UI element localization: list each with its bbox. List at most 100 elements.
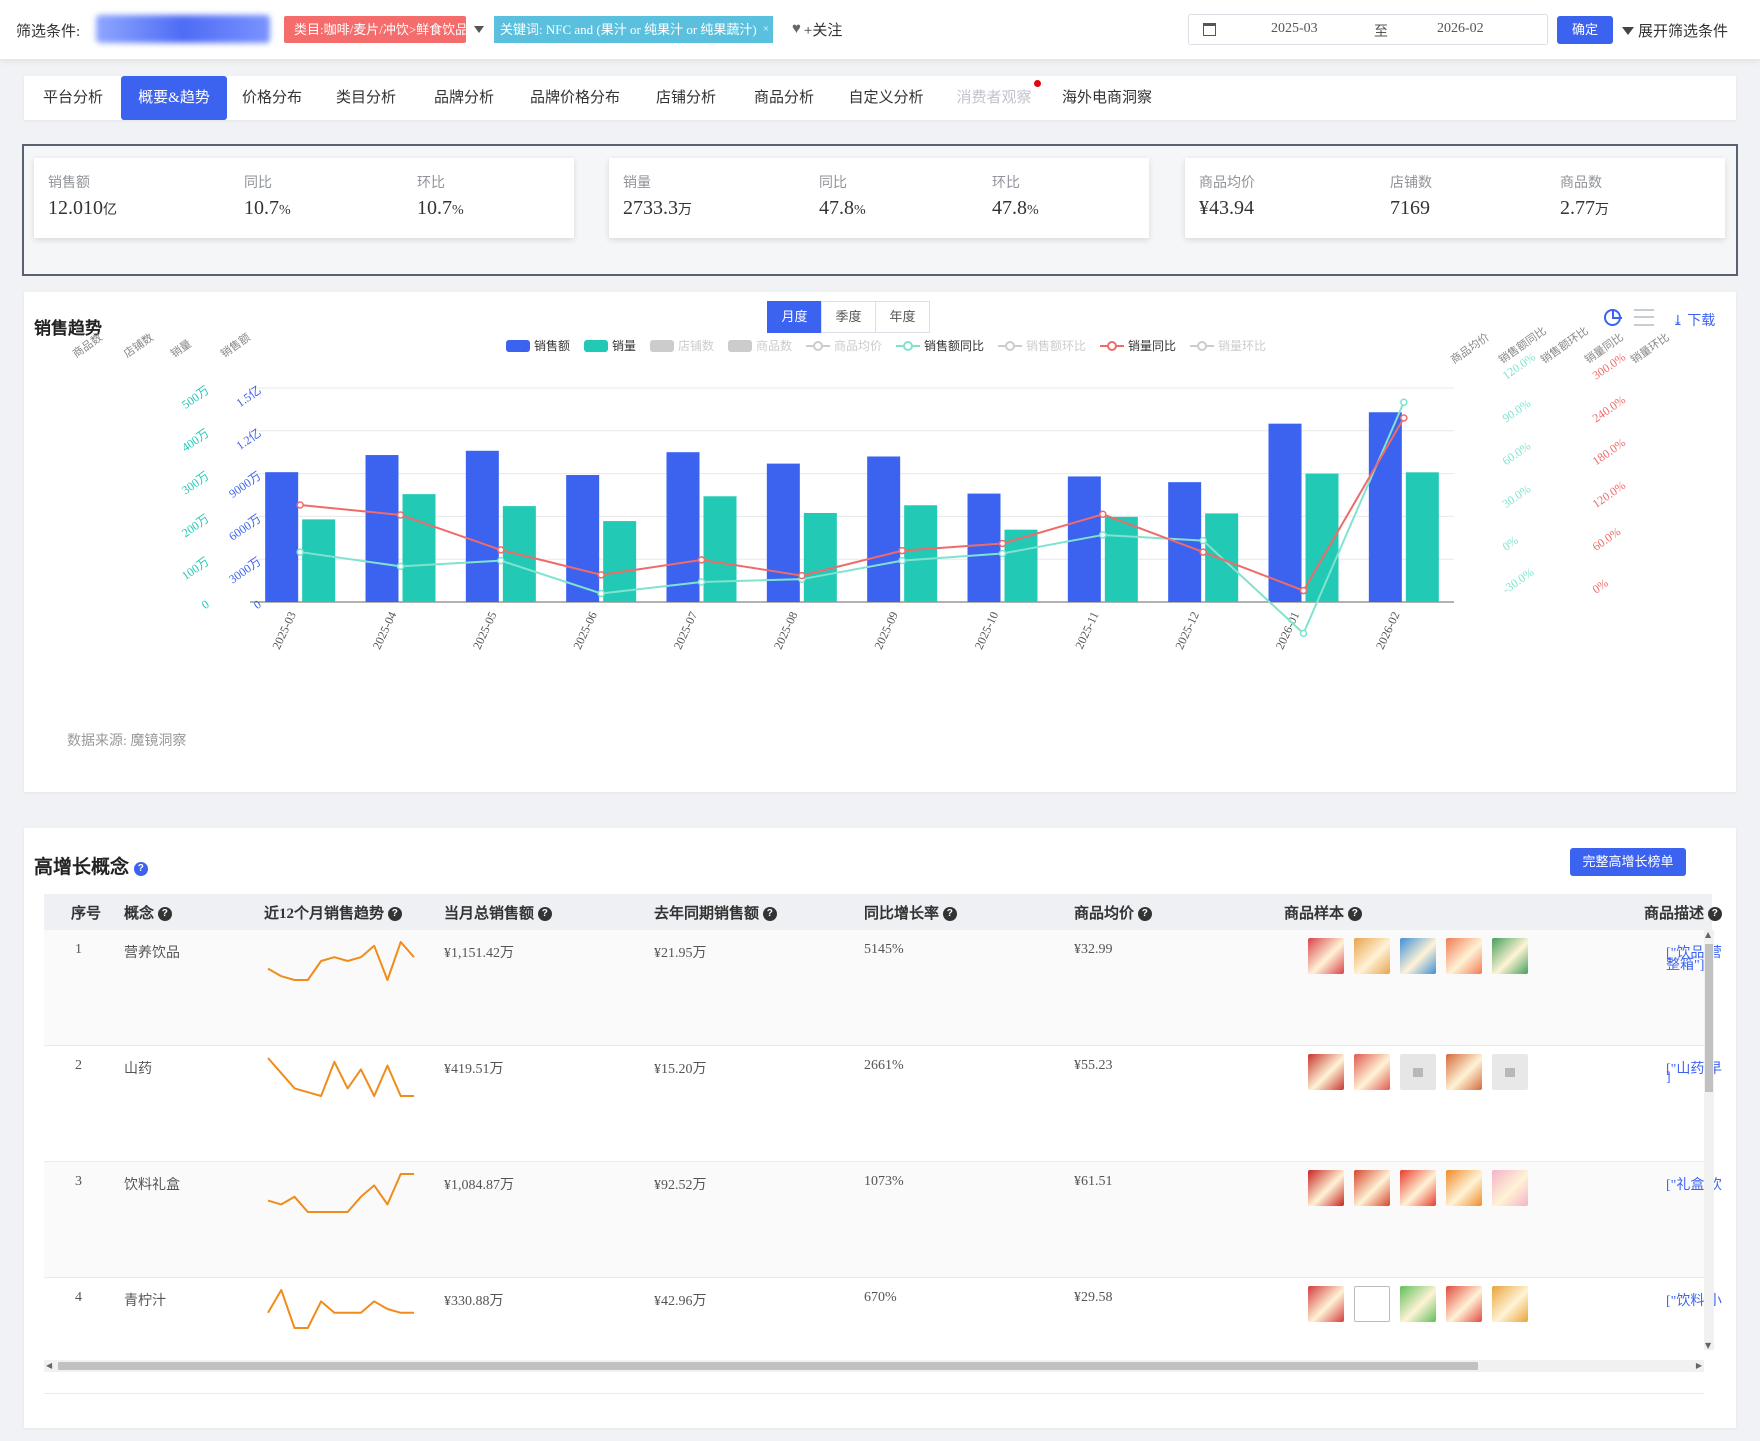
kpi-label: 商品数 [1560, 176, 1602, 191]
pie-chart-icon[interactable] [1604, 309, 1622, 326]
tab-category[interactable]: 类目分析 [335, 90, 396, 106]
product-thumbnail[interactable] [1492, 1286, 1528, 1322]
bar-sales [465, 450, 499, 602]
product-thumbnail[interactable] [1446, 1170, 1482, 1206]
yoy-volume-point [1400, 414, 1408, 422]
follow-button[interactable]: ♥ +关注 [792, 19, 842, 40]
tab-overview[interactable]: 概要&趋势 [121, 76, 227, 120]
product-description-cont[interactable]: 整箱"] [1666, 958, 1705, 973]
help-icon[interactable]: ? [537, 907, 552, 921]
product-thumbnail[interactable] [1400, 1286, 1436, 1322]
full-ranking-button[interactable]: 完整高增长榜单 [1570, 848, 1686, 876]
last-year-sales: ¥92.52万 [654, 1178, 707, 1193]
date-separator: 至 [1374, 25, 1388, 40]
product-thumbnail[interactable] [1492, 938, 1528, 974]
product-description-cont[interactable]: ] [1666, 1070, 1671, 1085]
image-placeholder-icon [1413, 1068, 1423, 1077]
tab-shop[interactable]: 店铺分析 [655, 90, 716, 106]
help-icon[interactable]: ? [1707, 907, 1722, 921]
product-thumbnail[interactable] [1308, 1054, 1344, 1090]
tab-consumer[interactable]: 消费者观察 [956, 90, 1032, 106]
close-icon[interactable]: × [762, 23, 769, 35]
kpi-summary: 销售额 12.010亿 同比 10.7% 环比 10.7% 销量 2733.3万… [22, 144, 1738, 276]
kpi-label: 环比 [417, 176, 445, 191]
x-axis-tick: 2026-02 [1373, 609, 1403, 651]
product-thumbnail[interactable] [1354, 1286, 1390, 1322]
vertical-scrollbar[interactable]: ▲ ▼ [1704, 930, 1714, 1350]
help-icon[interactable]: ? [387, 907, 402, 921]
tab-price[interactable]: 价格分布 [241, 90, 302, 106]
date-range-picker[interactable]: 2025-03 至 2026-02 [1188, 14, 1548, 45]
product-thumbnail[interactable] [1308, 938, 1344, 974]
volume-axis-tick: 300万 [179, 469, 212, 498]
yoy-volume-point [998, 539, 1007, 548]
sales-trend-chart: 0 3000万 6000万 9000万 1.2亿 1.5亿 0 100万 200万 300万 400… [70, 323, 1672, 651]
product-thumbnail[interactable] [1400, 1170, 1436, 1206]
help-icon[interactable]: ? [942, 907, 957, 921]
scroll-right-icon[interactable]: ▶ [1695, 1361, 1702, 1370]
sales-sparkline [267, 1057, 414, 1097]
tab-brand[interactable]: 品牌分析 [433, 90, 494, 106]
table-row[interactable]: 3 饮料礼盒 ¥1,084.87万 ¥92.52万 1073% ¥61.51 ["礼盒,饮 [44, 1162, 1722, 1278]
x-axis-tick: 2025-03 [269, 609, 299, 651]
table-row[interactable]: 1 营养饮品 ¥1,151.42万 ¥21.95万 5145% ¥32.99 ["饮品,营整… [44, 930, 1722, 1046]
table-row[interactable]: 4 青柠汁 ¥330.88万 ¥42.96万 670% ¥29.58 ["饮料,小 [44, 1278, 1722, 1394]
tab-overseas[interactable]: 海外电商洞察 [1061, 90, 1152, 106]
help-icon[interactable]: ? [1137, 907, 1152, 921]
sparkline-path [267, 1289, 414, 1329]
sparkline-path [267, 1057, 414, 1097]
redacted-filter-chip[interactable] [96, 15, 270, 43]
product-thumbnail[interactable] [1400, 1054, 1436, 1090]
download-button[interactable]: ⤓ 下载 [1672, 310, 1715, 330]
product-thumbnail[interactable] [1354, 1054, 1390, 1090]
month-sales: ¥419.51万 [444, 1062, 504, 1077]
product-thumbnail[interactable] [1354, 938, 1390, 974]
product-thumbnail[interactable] [1492, 1170, 1528, 1206]
date-from[interactable]: 2025-03 [1271, 21, 1318, 36]
product-thumbnail[interactable] [1446, 938, 1482, 974]
tab-platform[interactable]: 平台分析 [42, 90, 103, 106]
data-source: 数据来源: 魔镜洞察 [67, 734, 187, 749]
product-thumbnail[interactable] [1354, 1170, 1390, 1206]
product-thumbnail[interactable] [1446, 1286, 1482, 1322]
product-thumbnail[interactable] [1308, 1286, 1344, 1322]
horizontal-scrollbar[interactable]: ◀ ▶ [44, 1360, 1704, 1372]
kpi-sales-mom: 环比 10.7% [417, 172, 464, 220]
heart-icon: ♥ [792, 21, 801, 37]
yoy-sales-point [597, 589, 605, 598]
scroll-up-icon[interactable]: ▲ [1705, 930, 1712, 939]
yoy-volume-axis-tick: 0% [1590, 576, 1611, 597]
horizontal-scroll-thumb[interactable] [58, 1362, 1478, 1370]
product-thumbnail[interactable] [1400, 938, 1436, 974]
bar-volume [302, 519, 336, 602]
volume-axis-tick: 500万 [179, 383, 212, 412]
help-icon[interactable]: ? [157, 907, 172, 921]
yoy-sales-point [898, 556, 906, 565]
period-yearly[interactable]: 年度 [875, 301, 930, 333]
row-index: 2 [75, 1058, 82, 1073]
kpi-value: 10.7% [244, 197, 291, 219]
help-icon[interactable]: ? [762, 907, 777, 921]
tab-product[interactable]: 商品分析 [753, 90, 814, 106]
table-row[interactable]: 2 山药 ¥419.51万 ¥15.20万 2661% ¥55.23 ["山药,早] [44, 1046, 1722, 1162]
help-icon[interactable]: ? [133, 862, 148, 876]
scroll-down-icon[interactable]: ▼ [1705, 1341, 1712, 1350]
confirm-button[interactable]: 确定 [1557, 16, 1613, 44]
product-thumbnail[interactable] [1308, 1170, 1344, 1206]
product-thumbnail[interactable] [1492, 1054, 1528, 1090]
col-growth-rate: 同比增长率 ? [864, 902, 957, 923]
date-to[interactable]: 2026-02 [1437, 21, 1484, 36]
help-icon[interactable]: ? [1347, 907, 1362, 921]
tab-custom[interactable]: 自定义分析 [848, 90, 924, 106]
table-view-icon[interactable] [1634, 309, 1654, 326]
product-thumbnail[interactable] [1446, 1054, 1482, 1090]
tab-brand-price[interactable]: 品牌价格分布 [529, 90, 620, 106]
sales-sparkline [267, 1289, 414, 1329]
expand-filters-button[interactable]: 展开筛选条件 [1622, 20, 1728, 41]
keyword-filter-chip[interactable]: 关键词: NFC and (果汁 or 纯果汁 or 纯果蔬汁) × [494, 16, 773, 43]
sparkline-path [267, 941, 415, 981]
chevron-down-icon[interactable] [474, 26, 484, 33]
category-filter-chip[interactable]: 类目:咖啡/麦片/冲饮>鲜食饮品 [284, 16, 466, 43]
scroll-left-icon[interactable]: ◀ [46, 1361, 53, 1370]
vertical-scroll-thumb[interactable] [1705, 944, 1713, 1092]
